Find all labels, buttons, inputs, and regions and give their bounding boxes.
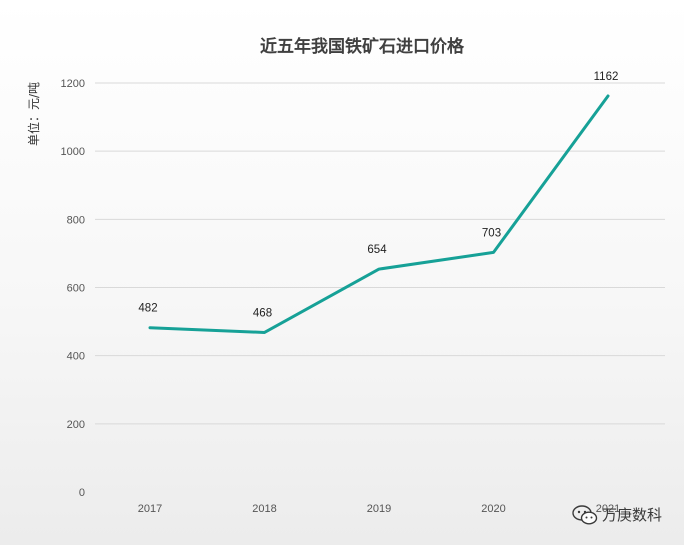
y-tick-label: 0 [79,487,85,499]
y-tick-label: 600 [67,283,85,295]
y-tick-labels: 0 200 400 600 800 1000 1200 [61,78,85,499]
y-tick-label: 1200 [61,78,85,90]
y-tick-label: 800 [67,214,85,226]
data-label: 654 [367,244,387,256]
y-axis-label: 单位：元/吨 [26,82,41,146]
x-tick-labels: 2017 2018 2019 2020 2021 [138,503,620,515]
data-label: 482 [138,303,157,315]
wechat-icon [572,504,598,525]
y-tick-label: 200 [67,419,85,431]
data-label: 468 [253,307,272,319]
data-labels: 482 468 654 703 1162 [138,71,618,320]
data-label: 703 [482,227,501,239]
series-layer [148,94,610,334]
x-tick-label: 2018 [252,503,276,515]
data-label: 1162 [594,71,619,83]
x-tick-label: 2021 [596,503,620,515]
x-tick-label: 2017 [138,503,162,515]
x-tick-label: 2019 [367,503,391,515]
series-line [148,94,610,334]
y-tick-label: 400 [67,351,85,363]
x-tick-label: 2020 [481,503,505,515]
grid-lines [95,82,665,425]
chart-title: 近五年我国铁矿石进口价格 [260,36,465,57]
watermark: 万庚数科 [572,504,662,525]
y-tick-label: 1000 [61,146,85,158]
watermark-text: 万庚数科 [601,506,662,524]
